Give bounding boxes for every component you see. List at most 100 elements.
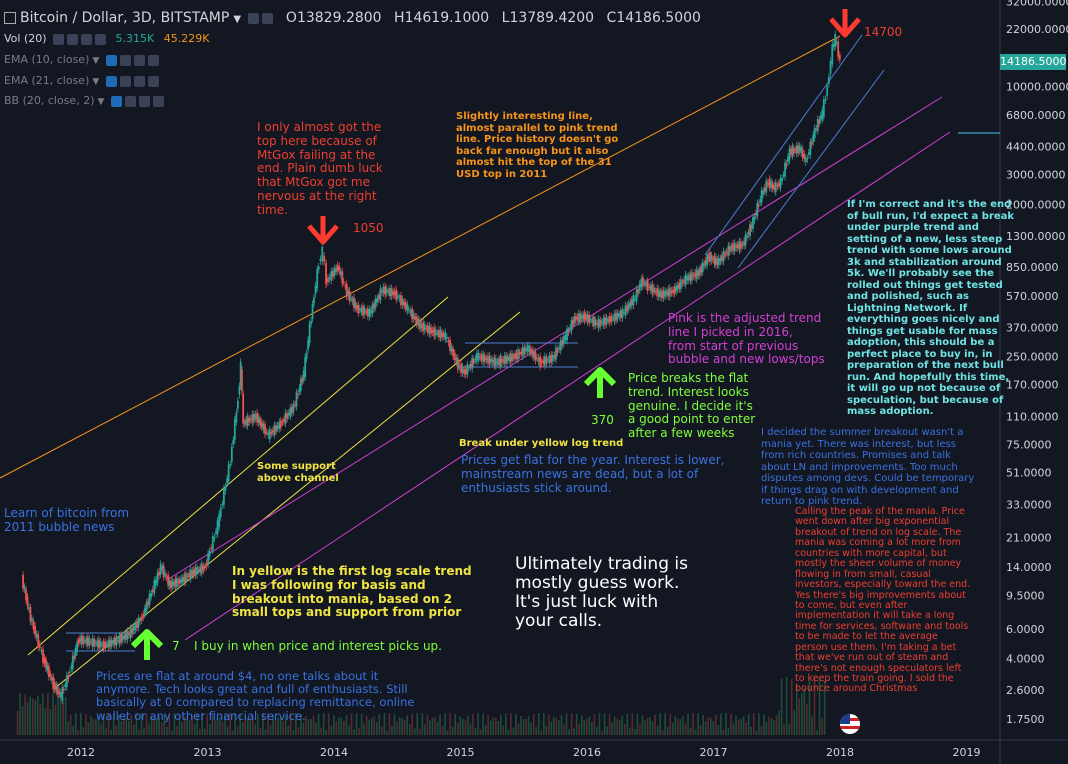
volume-bar [67, 721, 69, 735]
candle-body [505, 355, 508, 364]
candle-body [434, 329, 437, 336]
indicator-bb[interactable]: BB (20, close, 2) ▼ [4, 94, 164, 107]
candle-body [474, 358, 477, 361]
plus-icon[interactable] [138, 95, 150, 107]
volume-bar [689, 727, 692, 735]
gear-icon[interactable] [124, 95, 136, 107]
volume-bar [808, 681, 811, 735]
volume-bar [229, 713, 231, 735]
y-tick-label: 110.0000 [1006, 410, 1059, 423]
annotation-guess-work: Ultimately trading is mostly guess work.… [515, 554, 688, 632]
candle-body [221, 504, 224, 506]
y-tick-label: 6800.0000 [1006, 109, 1066, 122]
settings-icon[interactable] [248, 12, 260, 24]
volume-bar [236, 726, 239, 735]
candle-body [253, 414, 255, 422]
volume-bar [29, 696, 31, 735]
candle-body [744, 234, 747, 246]
candle-body [436, 333, 439, 335]
us-flag-icon[interactable] [840, 714, 860, 734]
chevron-down-icon[interactable]: ▼ [92, 77, 100, 87]
candle-body [73, 655, 76, 659]
symbol-title[interactable]: Bitcoin / Dollar, 3D, BITSTAMP [20, 10, 230, 26]
plus-icon[interactable] [133, 75, 145, 87]
candle-body [787, 156, 789, 163]
close-icon[interactable] [147, 75, 159, 87]
volume-bar [517, 723, 520, 735]
chevron-down-icon[interactable]: ▼ [233, 14, 242, 25]
candle-body [788, 148, 791, 161]
candle-body [259, 418, 262, 426]
candle-body [450, 346, 453, 352]
candle-body [55, 684, 58, 692]
collapse-icon[interactable] [4, 12, 16, 24]
plus-icon[interactable] [81, 33, 93, 45]
chevron-down-icon[interactable]: ▼ [97, 97, 105, 107]
eye-icon[interactable] [110, 95, 122, 107]
candle-body [532, 350, 535, 358]
volume-bar [649, 717, 651, 735]
volume-bar [360, 713, 363, 735]
volume-bar [798, 698, 801, 735]
eye-icon[interactable] [105, 75, 117, 87]
volume-bar [788, 723, 790, 735]
candle-body [23, 586, 26, 590]
plus-icon[interactable] [133, 54, 145, 66]
close-icon[interactable] [95, 33, 107, 45]
volume-bar [666, 727, 669, 735]
volume-bar [269, 724, 272, 735]
volume-bar [330, 725, 333, 735]
volume-bar [284, 714, 287, 735]
candle-body [45, 659, 47, 669]
close-icon[interactable] [152, 95, 164, 107]
candle-body [589, 319, 592, 321]
volume-bar [608, 714, 611, 735]
volume-bar [69, 714, 72, 735]
volume-bar [312, 716, 315, 735]
candle-body [604, 317, 606, 326]
candle-body [325, 262, 327, 285]
candle-body [290, 406, 293, 414]
gear-icon[interactable] [262, 12, 274, 24]
chevron-down-icon[interactable]: ▼ [92, 56, 100, 66]
volume-bar [125, 717, 128, 735]
volume-bar [52, 693, 54, 735]
candle-body [67, 675, 70, 679]
candle-body [707, 256, 710, 260]
candle-body [126, 630, 129, 640]
candle-body [202, 565, 205, 571]
candle-body [321, 247, 324, 262]
candle-body [328, 277, 331, 279]
annotation-buy: I buy in when price and interest picks u… [194, 639, 442, 653]
candle-body [468, 367, 470, 369]
volume-bar [611, 722, 613, 735]
close-icon[interactable] [147, 54, 159, 66]
gear-icon[interactable] [67, 33, 79, 45]
candle-body [385, 288, 388, 294]
candle-body [485, 358, 488, 360]
indicator-ema21[interactable]: EMA (21, close) ▼ [4, 74, 159, 87]
eye-icon[interactable] [105, 54, 117, 66]
volume-bar [732, 723, 735, 735]
eye-icon[interactable] [53, 33, 65, 45]
gear-icon[interactable] [119, 54, 131, 66]
volume-bar [338, 717, 340, 735]
volume-bar [391, 726, 393, 735]
gear-icon[interactable] [119, 75, 131, 87]
volume-bar [166, 726, 168, 735]
volume-bar [783, 724, 785, 735]
volume-bar [198, 728, 201, 735]
volume-bar [186, 718, 188, 735]
volume-bar [419, 728, 421, 735]
volume-bar [532, 714, 535, 735]
volume-bar [315, 722, 317, 735]
indicator-volume[interactable]: Vol (20) 5.315K 45.229K [4, 32, 210, 45]
volume-bar [752, 713, 755, 735]
candle-body [648, 286, 651, 288]
candle-body [654, 291, 657, 293]
candle-body [131, 627, 134, 634]
indicator-ema10[interactable]: EMA (10, close) ▼ [4, 53, 159, 66]
x-tick-label: 2015 [447, 746, 475, 759]
candle-body [613, 313, 616, 322]
